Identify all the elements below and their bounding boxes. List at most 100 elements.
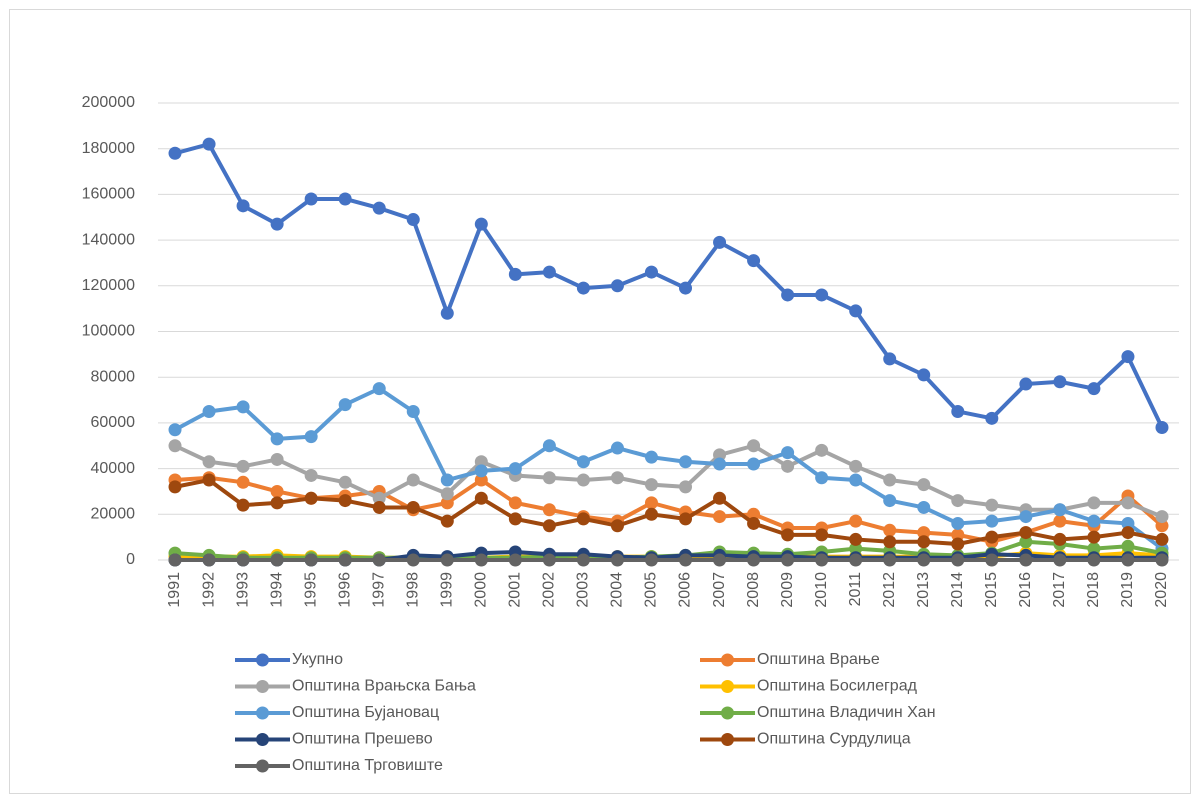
- series-marker: [1019, 510, 1033, 524]
- series-marker: [576, 553, 590, 567]
- legend-marker: [256, 706, 269, 720]
- series-marker: [951, 537, 965, 551]
- series-marker: [270, 496, 284, 510]
- series-marker: [610, 279, 624, 293]
- x-tick-label: 1992: [200, 572, 217, 608]
- series-marker: [542, 519, 556, 533]
- legend-label: Општина Бујановац: [292, 704, 439, 721]
- x-tick-label: 2001: [507, 572, 524, 608]
- series-marker: [679, 553, 693, 567]
- series-marker: [985, 530, 999, 544]
- series-marker: [202, 404, 216, 418]
- x-tick-label: 1996: [336, 572, 353, 608]
- series-marker: [849, 542, 863, 556]
- x-tick-label: 2000: [473, 572, 490, 608]
- series-marker: [917, 535, 931, 549]
- x-tick-label: 2003: [575, 572, 592, 608]
- series-marker: [440, 514, 454, 528]
- series-marker: [849, 514, 863, 528]
- x-tick-label: 2016: [1017, 572, 1034, 608]
- series-marker: [338, 398, 352, 412]
- series-marker: [679, 512, 693, 526]
- x-tick-label: 1995: [302, 572, 319, 608]
- series-marker: [304, 553, 318, 567]
- series-marker: [883, 553, 897, 567]
- series-marker: [372, 500, 386, 514]
- series-marker: [679, 480, 693, 494]
- series-marker: [1087, 542, 1101, 556]
- legend-label: Укупно: [292, 651, 343, 668]
- series-marker: [951, 404, 965, 418]
- series-marker: [270, 432, 284, 446]
- series-marker: [440, 306, 454, 320]
- series-marker: [747, 254, 761, 268]
- x-tick-label: 1999: [439, 572, 456, 608]
- series-marker: [270, 217, 284, 231]
- series-marker: [338, 553, 352, 567]
- series-marker: [610, 441, 624, 455]
- series-marker: [713, 510, 727, 524]
- series-marker: [644, 450, 658, 464]
- series-marker: [644, 478, 658, 492]
- series-marker: [1155, 532, 1169, 546]
- series-marker: [1155, 553, 1169, 567]
- series-marker: [883, 535, 897, 549]
- series-marker: [610, 553, 624, 567]
- series-marker: [406, 473, 420, 487]
- series-marker: [917, 368, 931, 382]
- series-marker: [849, 532, 863, 546]
- series-marker: [474, 455, 488, 469]
- series-marker: [406, 500, 420, 514]
- series-marker: [1155, 420, 1169, 434]
- legend-label: Општина Прешево: [292, 731, 433, 748]
- series-marker: [849, 459, 863, 473]
- series-marker: [202, 137, 216, 151]
- series-marker: [610, 471, 624, 485]
- series-marker: [1121, 516, 1135, 530]
- series-marker: [406, 553, 420, 567]
- legend-marker: [256, 680, 269, 693]
- series-marker: [849, 473, 863, 487]
- y-tick-label: 120000: [82, 277, 135, 294]
- y-tick-label: 180000: [82, 140, 135, 157]
- series-marker: [1053, 375, 1067, 389]
- series-marker: [236, 498, 250, 512]
- series-marker: [917, 478, 931, 492]
- x-tick-label: 2011: [847, 572, 864, 607]
- y-tick-label: 0: [126, 551, 135, 568]
- legend-marker: [721, 653, 734, 667]
- x-tick-label: 2005: [643, 572, 660, 608]
- series-marker: [474, 464, 488, 478]
- y-tick-label: 20000: [91, 506, 136, 523]
- series-marker: [985, 411, 999, 425]
- series-marker: [815, 471, 829, 485]
- series-marker: [679, 281, 693, 295]
- series-marker: [815, 443, 829, 457]
- y-tick-label: 160000: [82, 186, 135, 203]
- series-marker: [1087, 553, 1101, 567]
- series-marker: [1121, 526, 1135, 540]
- series-marker: [747, 439, 761, 453]
- x-tick-label: 2004: [609, 572, 626, 608]
- series-marker: [542, 265, 556, 279]
- series-marker: [1121, 539, 1135, 553]
- series-marker: [372, 553, 386, 567]
- series-marker: [474, 217, 488, 231]
- series-marker: [644, 553, 658, 567]
- series-marker: [542, 439, 556, 453]
- series-marker: [951, 553, 965, 567]
- series-marker: [474, 473, 488, 487]
- y-tick-label: 200000: [82, 94, 135, 111]
- x-tick-label: 2006: [677, 572, 694, 608]
- series-marker: [644, 265, 658, 279]
- legend-label: Општина Владичин Хан: [757, 704, 936, 721]
- series-marker: [747, 516, 761, 530]
- series-marker: [338, 494, 352, 508]
- y-tick-label: 80000: [91, 368, 136, 385]
- series-marker: [236, 400, 250, 414]
- series-marker: [406, 213, 420, 227]
- series-marker: [713, 491, 727, 505]
- legend-marker: [721, 706, 734, 720]
- series-marker: [338, 475, 352, 489]
